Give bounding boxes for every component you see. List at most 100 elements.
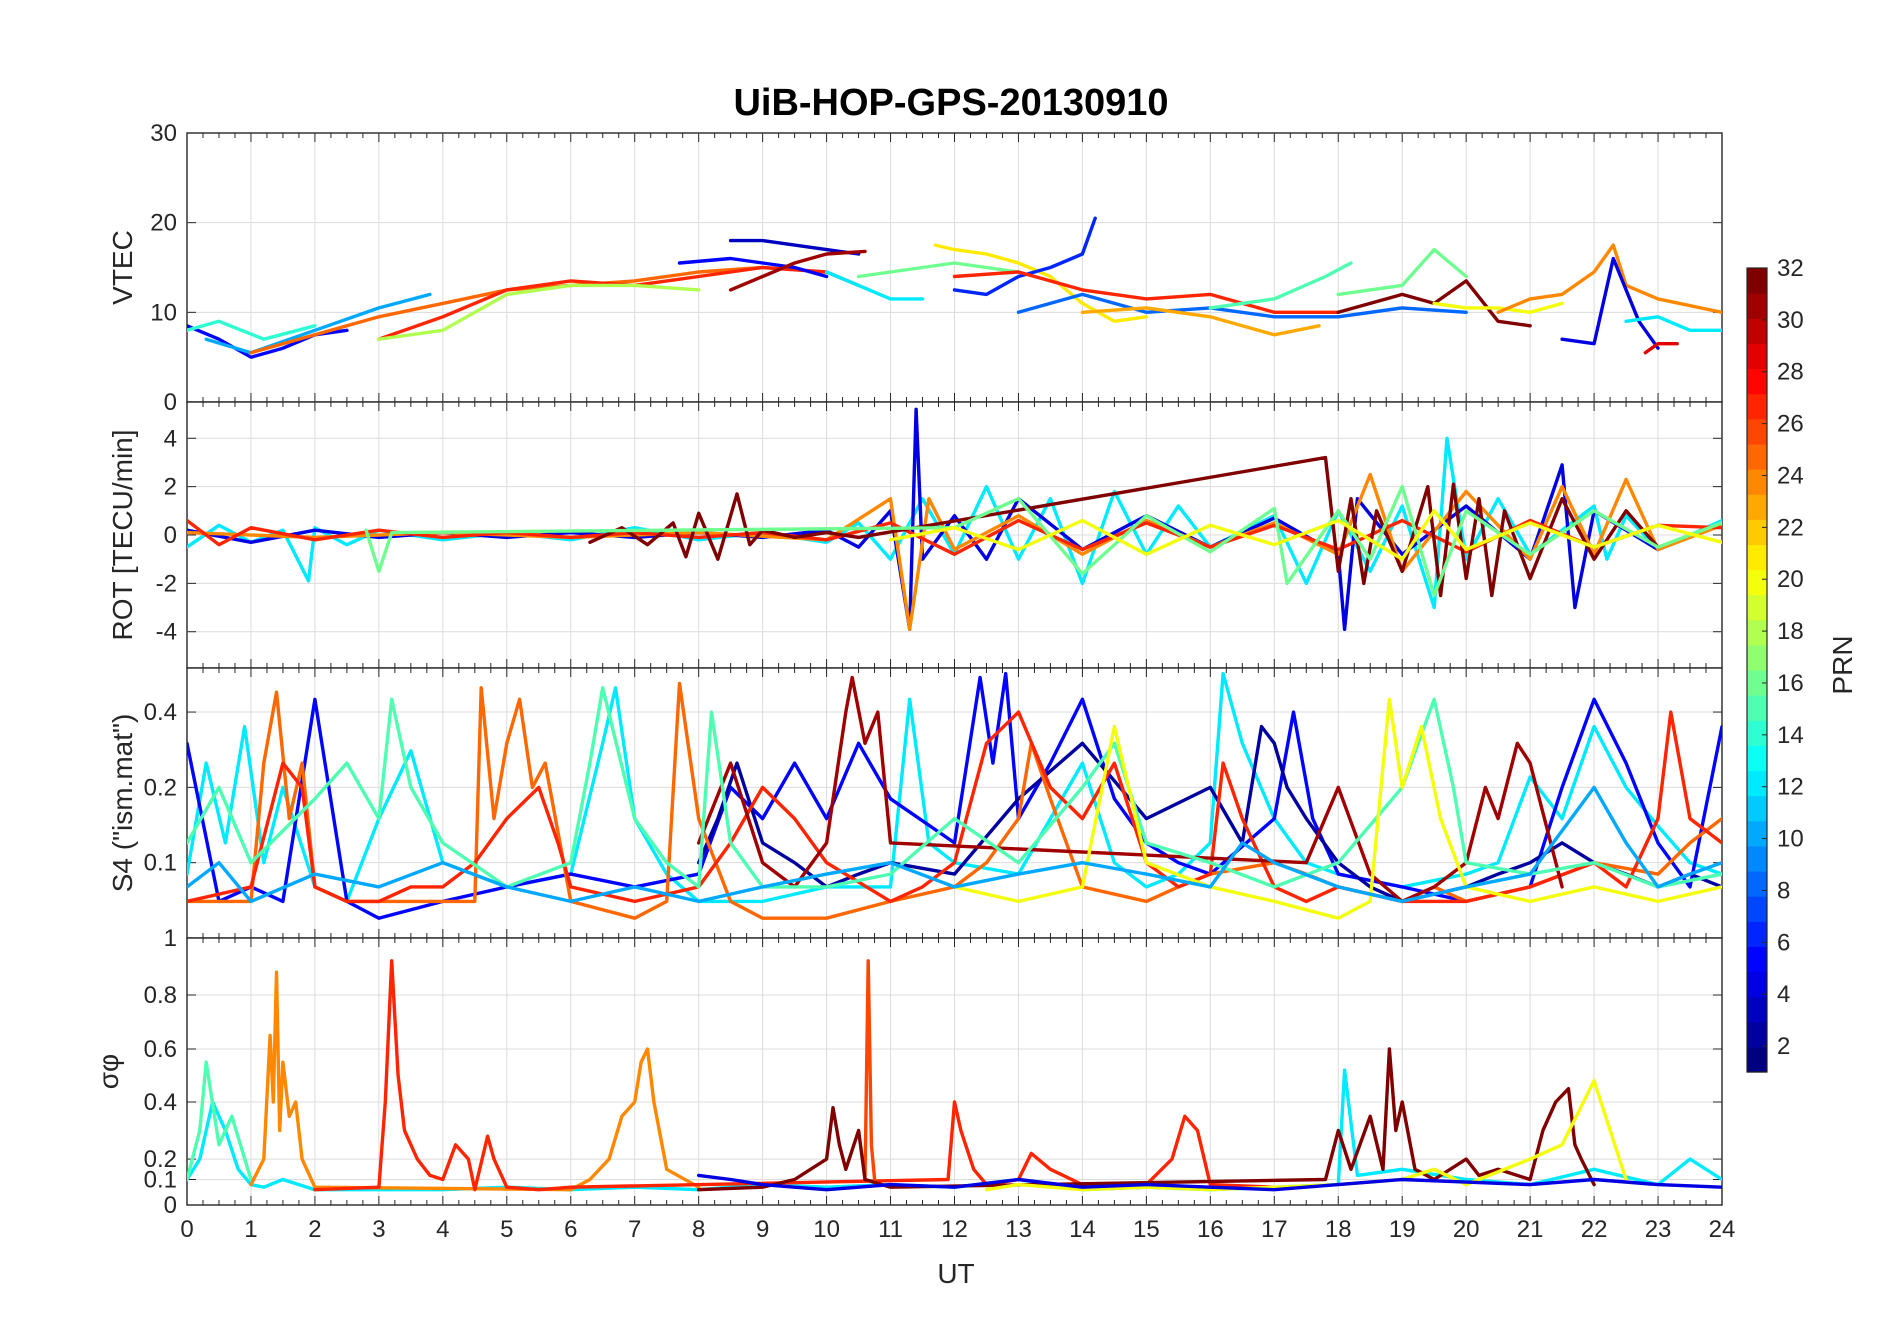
xtick-label: 17 <box>1261 1216 1288 1243</box>
series-prn-3 <box>728 238 861 256</box>
series-prn-10 <box>187 785 1722 904</box>
series-group-sigma <box>187 959 1722 1192</box>
xtick-label: 9 <box>756 1216 769 1243</box>
colorbar-swatch <box>1747 469 1767 495</box>
series-group-vtec <box>187 216 1722 359</box>
xtick-label: 24 <box>1709 1216 1736 1243</box>
series-prn-20 <box>952 697 1722 920</box>
y-axis-label-rot: ROT [TECU/min] <box>107 429 138 640</box>
colorbar-tick-label: 16 <box>1777 670 1804 697</box>
series-prn-12 <box>1624 315 1722 332</box>
ytick-label: 2 <box>164 474 177 501</box>
series-prn-4 <box>697 1173 1722 1192</box>
ytick-label: -4 <box>156 619 177 646</box>
xtick-label: 3 <box>372 1216 385 1243</box>
series-prn-32 <box>588 455 1660 598</box>
xtick-label: 14 <box>1069 1216 1096 1243</box>
series-prn-18 <box>377 283 701 341</box>
chart-title: UiB-HOP-GPS-20130910 <box>733 82 1168 124</box>
xtick-label: 4 <box>436 1216 449 1243</box>
colorbar-swatch <box>1747 1021 1767 1048</box>
ytick-label: 0.6 <box>144 1036 177 1063</box>
panel-rot: -4 -2 0 2 4 ROT [TECU/min] <box>107 401 1723 669</box>
panel-s4: 0.1 0.2 0.4S4 ("ism.mat") <box>107 667 1723 939</box>
colorbar-swatch <box>1747 971 1767 998</box>
xtick-label: 13 <box>1005 1216 1032 1243</box>
series-prn-32 <box>697 1047 1596 1192</box>
series-group-s4 <box>187 671 1722 920</box>
panel-sigma: 00.10.2 0.4 0.6 0.8 1 σφ <box>93 925 1723 1219</box>
y-axis-label-sigma: σφ <box>93 1054 124 1089</box>
colorbar-tick-label: 18 <box>1777 618 1804 645</box>
ytick-label: 30 <box>150 120 177 147</box>
ytick-label: 0.2 <box>144 774 177 801</box>
colorbar-tick-label: 26 <box>1777 411 1804 438</box>
series-prn-16 <box>1336 247 1468 297</box>
series-prn-27 <box>187 710 1722 904</box>
xtick-label: 19 <box>1389 1216 1416 1243</box>
colorbar-swatch <box>1747 393 1767 420</box>
colorbar-swatch <box>1747 368 1767 395</box>
xtick-label: 12 <box>941 1216 968 1243</box>
series-prn-24 <box>187 472 1722 631</box>
ytick-label: 10 <box>150 299 177 326</box>
ytick-label: 0.1 <box>144 850 177 877</box>
y-axis-label-s4: S4 ("ism.mat") <box>107 714 138 893</box>
colorbar-tick-label: 12 <box>1777 774 1804 801</box>
colorbar-swatch <box>1747 946 1767 973</box>
colorbar-swatch <box>1747 544 1767 571</box>
ytick-label: 0.4 <box>144 1089 177 1116</box>
colorbar-swatch <box>1747 619 1767 646</box>
xtick-label: 10 <box>813 1216 840 1243</box>
colorbar-swatch <box>1747 795 1767 822</box>
xtick-label: 1 <box>244 1216 257 1243</box>
colorbar-swatch <box>1747 720 1767 746</box>
series-prn-15 <box>187 1060 253 1182</box>
colorbar-swatch <box>1747 594 1767 621</box>
colorbar-swatch <box>1747 921 1767 947</box>
series-prn-20 <box>1432 301 1564 314</box>
panel-vtec: 0 10 20 30 VTEC <box>107 120 1723 416</box>
colorbar-tick-label: 22 <box>1777 514 1804 541</box>
x-axis-label: UT <box>937 1258 974 1289</box>
colorbar-tick-label: 24 <box>1777 462 1804 489</box>
colorbar-tick-label: 6 <box>1777 929 1790 956</box>
series-prn-31 <box>697 675 1564 904</box>
colorbar-swatch <box>1747 644 1767 671</box>
series-prn-24 <box>1496 243 1722 314</box>
colorbar-swatch <box>1747 569 1767 596</box>
series-prn-20 <box>888 509 1722 561</box>
colorbar-swatch <box>1747 519 1767 545</box>
colorbar-label: PRN <box>1827 635 1858 694</box>
colorbar-tick-label: 28 <box>1777 359 1804 386</box>
series-prn-12 <box>824 270 925 301</box>
ytick-label: 0.2 <box>144 1146 177 1173</box>
xtick-label: 7 <box>628 1216 641 1243</box>
colorbar-swatch <box>1747 670 1767 696</box>
colorbar-tick-label: 14 <box>1777 722 1804 749</box>
colorbar-swatch <box>1747 494 1767 520</box>
ytick-label: 20 <box>150 210 177 237</box>
ytick-label: 0.4 <box>144 699 177 726</box>
series-prn-14 <box>187 319 317 341</box>
series-prn-26 <box>863 959 877 1182</box>
ytick-label: 0 <box>164 522 177 549</box>
xtick-label: 5 <box>500 1216 513 1243</box>
colorbar-swatch <box>1747 695 1767 721</box>
colorbar-tick-label: 2 <box>1777 1033 1790 1060</box>
colorbar-swatch <box>1747 293 1767 319</box>
colorbar-swatch <box>1747 845 1767 872</box>
series-prn-5 <box>677 256 829 279</box>
colorbar-swatch <box>1747 871 1767 897</box>
series-prn-21 <box>933 243 1149 323</box>
colorbar-swatch <box>1747 820 1767 847</box>
series-prn-24 <box>249 970 701 1192</box>
colorbar-swatch <box>1747 418 1767 445</box>
series-prn-27 <box>187 518 1722 556</box>
xtick-label: 2 <box>308 1216 321 1243</box>
xtick-label: 23 <box>1645 1216 1672 1243</box>
xtick-label: 11 <box>878 1216 903 1243</box>
ytick-label: 0.1 <box>144 1167 177 1194</box>
